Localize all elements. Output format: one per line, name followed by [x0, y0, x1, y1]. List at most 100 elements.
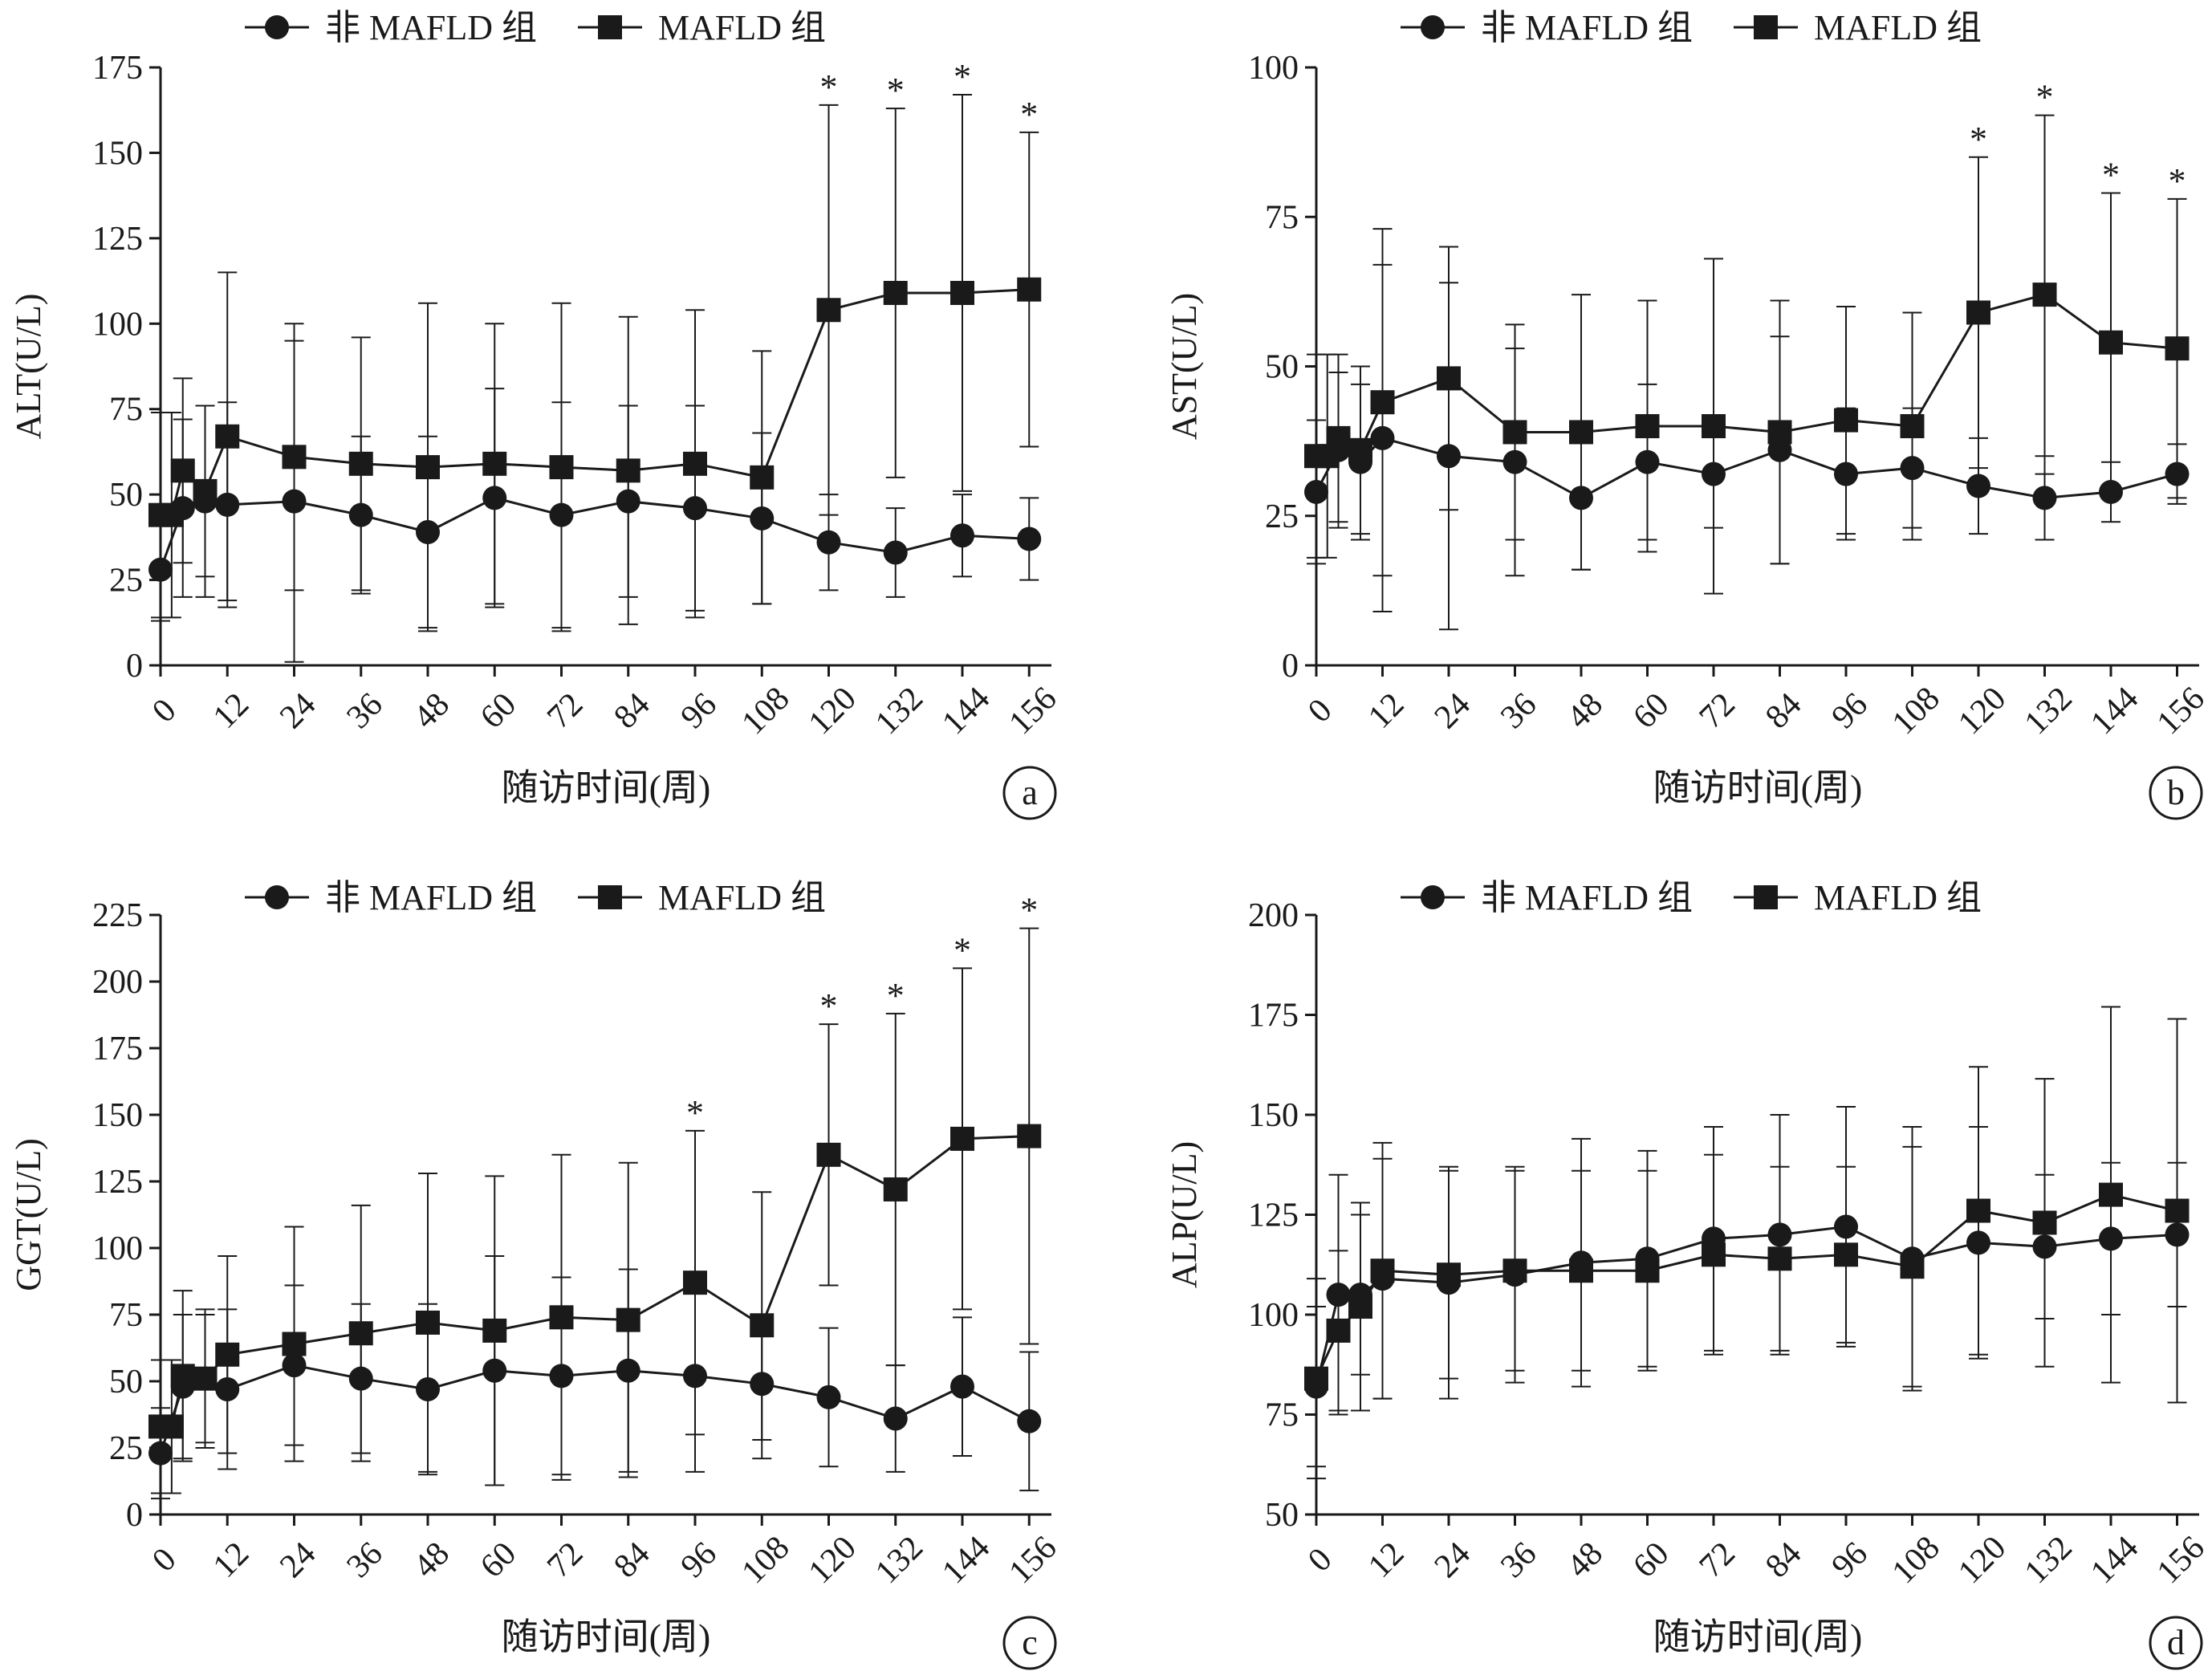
panel-letter: d [2167, 1623, 2185, 1662]
data-point-square [482, 451, 507, 476]
data-point-square [1017, 277, 1042, 302]
x-tick-label: 60 [474, 1535, 523, 1585]
significance-star: * [954, 930, 971, 970]
data-point-circle [2032, 486, 2057, 510]
data-point-square [2165, 1198, 2190, 1223]
x-tick-label: 0 [145, 692, 183, 730]
data-point-square [683, 451, 707, 476]
y-tick-label: 75 [109, 1297, 143, 1334]
data-point-square [1348, 437, 1372, 462]
series-mafld [1304, 1006, 2190, 1480]
data-point-square [1370, 390, 1395, 415]
x-tick-label: 96 [1825, 1535, 1875, 1585]
x-axis-title: 随访时间(周) [502, 767, 711, 808]
data-point-circle [883, 540, 908, 565]
x-tick-label: 0 [1301, 1541, 1339, 1579]
data-point-circle [1017, 527, 1042, 551]
x-tick-label: 24 [1428, 686, 1478, 736]
legend: 非 MAFLD 组 MAFLD 组 [1401, 8, 1982, 47]
data-point-square [816, 1142, 841, 1167]
x-tick-label: 96 [674, 1535, 724, 1585]
y-axis-title: GGT(U/L) [9, 1138, 48, 1291]
y-tick-label: 125 [1248, 1197, 1299, 1234]
x-tick-label: 108 [1885, 680, 1947, 742]
y-tick-label: 0 [126, 1497, 143, 1534]
x-tick-label: 144 [2084, 1529, 2145, 1591]
x-tick-label: 48 [407, 686, 457, 736]
y-tick-label: 25 [109, 563, 143, 600]
x-tick-label: 144 [2084, 680, 2145, 742]
x-tick-label: 12 [206, 686, 256, 736]
data-point-square [170, 1364, 195, 1388]
legend-label-non-mafld: 非 MAFLD 组 [325, 8, 537, 47]
legend-circle-marker [265, 15, 289, 39]
x-tick-label: 36 [1494, 686, 1543, 736]
data-point-square [2032, 283, 2057, 307]
data-point-square [2165, 336, 2190, 361]
x-tick-label: 144 [935, 680, 997, 742]
x-tick-label: 132 [868, 1529, 930, 1591]
series-non-mafld [1304, 263, 2190, 631]
legend-square-marker [598, 885, 622, 909]
significance-star: * [820, 67, 838, 107]
data-point-circle [883, 1406, 908, 1431]
significance-star: * [1020, 95, 1038, 134]
x-tick-label: 144 [935, 1529, 997, 1591]
x-tick-label: 24 [273, 686, 323, 736]
data-point-square [1326, 1318, 1351, 1343]
x-tick-label: 132 [868, 680, 930, 742]
y-tick-label: 175 [1248, 998, 1299, 1035]
legend-square-marker [1754, 885, 1778, 909]
data-point-square [1702, 414, 1726, 438]
data-point-square [683, 1271, 707, 1295]
data-point-square [1966, 300, 1990, 325]
data-point-square [1326, 425, 1351, 450]
data-point-square [1370, 1258, 1395, 1283]
x-tick-label: 36 [340, 1535, 389, 1585]
y-tick-label: 50 [109, 1364, 143, 1401]
x-tick-label: 156 [1002, 1529, 1064, 1591]
data-point-circle [816, 1384, 841, 1409]
chart-panel-b: 0 25 50 75 100 0 12 24 36 48 60 72 84 96 108 120 132 144 1… [1165, 8, 2212, 820]
significance-star: * [2169, 161, 2186, 201]
y-tick-label: 50 [109, 477, 143, 514]
data-point-square [1635, 414, 1660, 438]
x-tick-label: 12 [1361, 686, 1411, 736]
y-tick-label: 0 [1282, 648, 1299, 685]
y-tick-label: 50 [1265, 349, 1299, 386]
y-tick-label: 25 [1265, 498, 1299, 535]
data-point-circle [950, 1374, 974, 1399]
panel-letter-circle [2149, 766, 2203, 820]
chart-panel-c: 0 25 50 75 100 125 150 175 200 225 0 12 24 36 48 60 72 84… [9, 878, 1064, 1670]
legend-circle-marker [1421, 885, 1445, 909]
y-tick-label: 25 [109, 1430, 143, 1467]
legend-circle-marker [1421, 15, 1445, 39]
significance-star: * [1970, 120, 1987, 159]
data-point-square [750, 1313, 775, 1338]
x-tick-label: 24 [1428, 1535, 1478, 1585]
legend-label-non-mafld: 非 MAFLD 组 [1481, 8, 1693, 47]
data-point-square [2032, 1210, 2057, 1235]
data-point-square [215, 1342, 240, 1367]
data-point-square [883, 1177, 908, 1201]
x-tick-label: 84 [1759, 686, 1808, 736]
legend-label-mafld: MAFLD 组 [1814, 8, 1982, 47]
x-axis-title: 随访时间(周) [502, 1616, 711, 1657]
y-axis-title: ALT(U/L) [9, 294, 48, 440]
data-point-circle [1017, 1409, 1042, 1433]
significance-star: * [2102, 155, 2120, 194]
series-mafld [1304, 114, 2190, 595]
data-point-square [2099, 330, 2123, 355]
data-point-square [1834, 1242, 1858, 1267]
x-tick-label: 72 [1693, 1535, 1742, 1585]
y-tick-label: 175 [92, 1031, 143, 1067]
data-point-square [193, 478, 218, 503]
x-tick-label: 84 [607, 686, 657, 736]
data-point-square [159, 502, 184, 527]
data-point-square [1304, 1366, 1328, 1391]
y-tick-label: 75 [1265, 199, 1299, 236]
data-point-square [950, 280, 974, 305]
y-tick-label: 75 [1265, 1397, 1299, 1434]
legend-label-mafld: MAFLD 组 [658, 878, 826, 917]
